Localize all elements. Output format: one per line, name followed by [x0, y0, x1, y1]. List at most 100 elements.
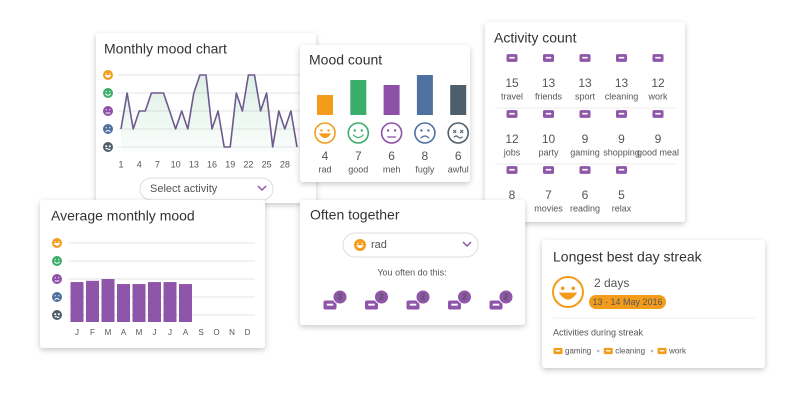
mouth	[104, 75, 112, 78]
date-pill	[589, 295, 666, 309]
eye	[420, 129, 423, 132]
y-tick-icon	[52, 256, 62, 266]
streak-length: 2 days	[594, 276, 629, 290]
face	[447, 122, 470, 144]
icon-detail	[545, 56, 552, 59]
x-tick-label: 4	[137, 159, 142, 169]
icon-detail	[618, 56, 625, 59]
eye	[360, 129, 363, 132]
x-tick-label: A	[121, 328, 127, 337]
activity-icon	[652, 110, 664, 118]
eye	[109, 91, 111, 93]
icon-detail	[655, 56, 661, 59]
badge	[415, 289, 431, 305]
activity-name: gaming	[570, 147, 600, 157]
chevron	[462, 241, 472, 248]
x-tick-label: J	[168, 328, 172, 337]
select-button-label: Select activity	[150, 183, 218, 195]
activity-icon	[506, 166, 518, 174]
icon-detail	[582, 168, 588, 171]
activity-count: 6	[582, 188, 589, 202]
activity-icon	[543, 166, 554, 174]
dot	[596, 349, 600, 353]
icon-detail	[618, 168, 625, 171]
x-tick-label: 7	[155, 159, 160, 169]
card-title: Longest best day streak	[553, 249, 703, 265]
face	[103, 88, 113, 98]
card	[485, 22, 685, 222]
activity-name: friends	[535, 91, 563, 101]
eye	[361, 242, 363, 245]
activity-name: good meal	[637, 147, 679, 157]
eye	[105, 73, 107, 75]
y-tick-icon	[52, 292, 62, 302]
eye	[327, 129, 330, 132]
activity-icon	[579, 54, 591, 62]
icon-detail	[492, 303, 500, 306]
x-tick-label: F	[90, 328, 95, 337]
icon-detail	[582, 112, 588, 115]
eye	[54, 241, 56, 243]
face	[103, 124, 113, 134]
activity-count: 5	[618, 188, 625, 202]
mood-label: meh	[383, 164, 401, 174]
activity-icon	[489, 300, 503, 310]
x-tick-label: J	[75, 328, 79, 337]
x-tick-label: J	[153, 328, 157, 337]
eye	[54, 313, 57, 316]
icon-detail	[545, 112, 552, 115]
x-tick-label: 28	[280, 159, 290, 169]
mouth	[453, 135, 463, 139]
eye	[105, 127, 107, 129]
activity-icon	[616, 110, 627, 118]
activity-icon	[553, 347, 563, 355]
badge	[498, 289, 514, 305]
x-tick-label: 13	[189, 159, 199, 169]
icon-detail	[618, 112, 625, 115]
activity-icon	[323, 300, 337, 310]
mood-label: awful	[448, 164, 469, 174]
y-tick-icon	[52, 274, 62, 284]
icon-detail	[509, 56, 515, 59]
bar	[132, 284, 146, 322]
count-label: 8	[422, 149, 429, 163]
x-tick-label: 25	[262, 159, 272, 169]
activity-count: 8	[509, 188, 516, 202]
mood-dropdown[interactable]	[342, 232, 479, 258]
dropdown-label: rad	[371, 239, 387, 251]
icon-detail	[326, 303, 334, 306]
icon-detail	[451, 303, 458, 306]
eye	[57, 313, 60, 316]
eye	[58, 277, 60, 279]
badge-count: 2	[462, 293, 467, 302]
activity-icon	[506, 110, 518, 118]
bar	[70, 282, 84, 322]
activity-name: reading	[570, 203, 600, 213]
badge	[332, 289, 348, 305]
mouth	[318, 133, 332, 139]
icon-detail	[368, 303, 375, 306]
activity-count: 13	[615, 76, 629, 90]
eye	[571, 286, 576, 291]
activity-icon	[406, 300, 420, 310]
eye	[54, 259, 56, 261]
count-label: 6	[388, 149, 395, 163]
eye	[393, 129, 397, 132]
icon-detail	[659, 350, 665, 352]
eye	[105, 91, 107, 93]
activity-icon	[616, 54, 627, 62]
x-tick-label: 10	[171, 159, 181, 169]
mouth	[352, 134, 364, 139]
icon-detail	[545, 168, 552, 171]
y-tick-icon	[103, 88, 113, 98]
activity-name: work	[647, 91, 668, 101]
x-tick-label: O	[213, 328, 219, 337]
activity-name: movies	[534, 203, 563, 213]
streak-activity: work	[668, 347, 687, 356]
mood-line	[120, 74, 298, 148]
x-tick-label: D	[245, 328, 251, 337]
face	[103, 142, 113, 152]
card-title: Activity count	[494, 30, 577, 46]
eye	[108, 145, 111, 148]
